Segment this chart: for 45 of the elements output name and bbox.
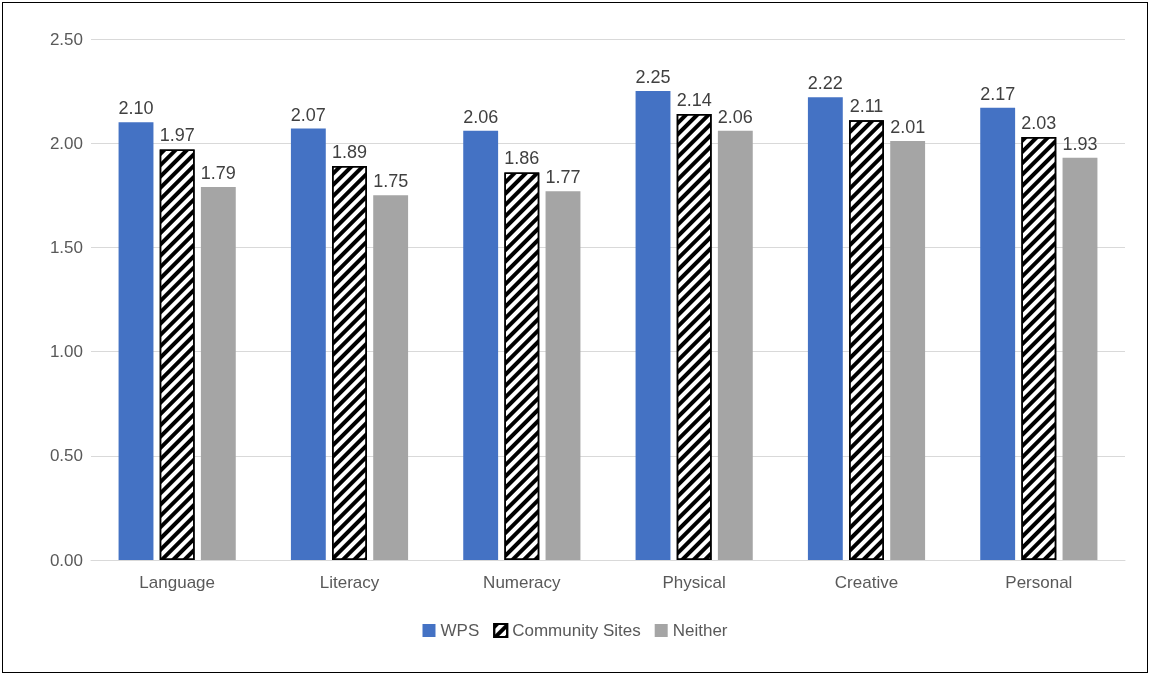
x-tick-label: Language (139, 573, 215, 592)
x-tick-label: Personal (1005, 573, 1073, 592)
bar (373, 195, 409, 560)
y-tick-label: 2.50 (49, 29, 83, 49)
data-label: 2.17 (980, 83, 1016, 104)
data-label: 1.79 (200, 162, 236, 183)
bar (290, 128, 326, 560)
bar (635, 91, 671, 560)
x-tick-label: Numeracy (483, 573, 562, 592)
bar (890, 141, 926, 560)
data-label: 1.89 (331, 142, 368, 163)
x-tick-label: Creative (834, 573, 899, 592)
x-tick-label: Physical (662, 573, 726, 592)
bar (463, 130, 499, 560)
bar (200, 186, 236, 560)
bar (545, 191, 581, 560)
data-label: 2.10 (118, 98, 154, 119)
y-tick-label: 0.50 (49, 446, 83, 466)
data-label: 1.75 (373, 171, 409, 192)
x-tick-label: Literacy (319, 573, 380, 592)
data-label: 2.14 (676, 90, 712, 111)
legend-label: Community Sites (512, 621, 641, 640)
data-label: 1.97 (159, 125, 195, 146)
data-label: 2.06 (717, 106, 753, 127)
data-label: 1.77 (545, 167, 581, 188)
bar (807, 97, 843, 560)
legend-label: Neither (672, 621, 728, 640)
data-label: 2.22 (807, 73, 843, 94)
data-label: 2.07 (290, 104, 326, 125)
data-label: 2.01 (890, 117, 926, 138)
data-label: 2.06 (463, 106, 499, 127)
data-label: 2.25 (635, 67, 671, 88)
bar (1062, 157, 1098, 560)
bar (118, 122, 154, 560)
y-tick-label: 1.00 (49, 342, 83, 362)
bar (980, 107, 1016, 560)
data-label: 2.11 (849, 96, 884, 117)
data-label: 2.03 (1021, 112, 1057, 133)
data-label: 1.86 (504, 148, 540, 169)
y-tick-label: 0.00 (49, 550, 83, 570)
y-tick-label: 2.00 (49, 133, 83, 153)
legend-label: WPS (440, 621, 480, 640)
data-label: 1.93 (1062, 133, 1098, 154)
bar (717, 130, 753, 560)
y-tick-label: 1.50 (49, 237, 83, 257)
